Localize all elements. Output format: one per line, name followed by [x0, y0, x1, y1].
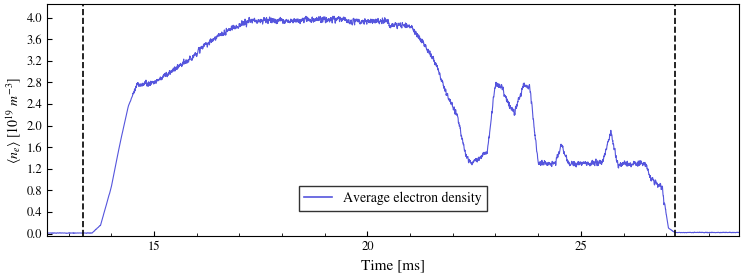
X-axis label: Time [ms]: Time [ms]	[361, 258, 425, 272]
Legend: Average electron density: Average electron density	[299, 186, 487, 211]
Y-axis label: $\langle n_e \rangle \ [10^{19}\ m^{-3}]$: $\langle n_e \rangle \ [10^{19}\ m^{-3}]…	[4, 77, 24, 164]
